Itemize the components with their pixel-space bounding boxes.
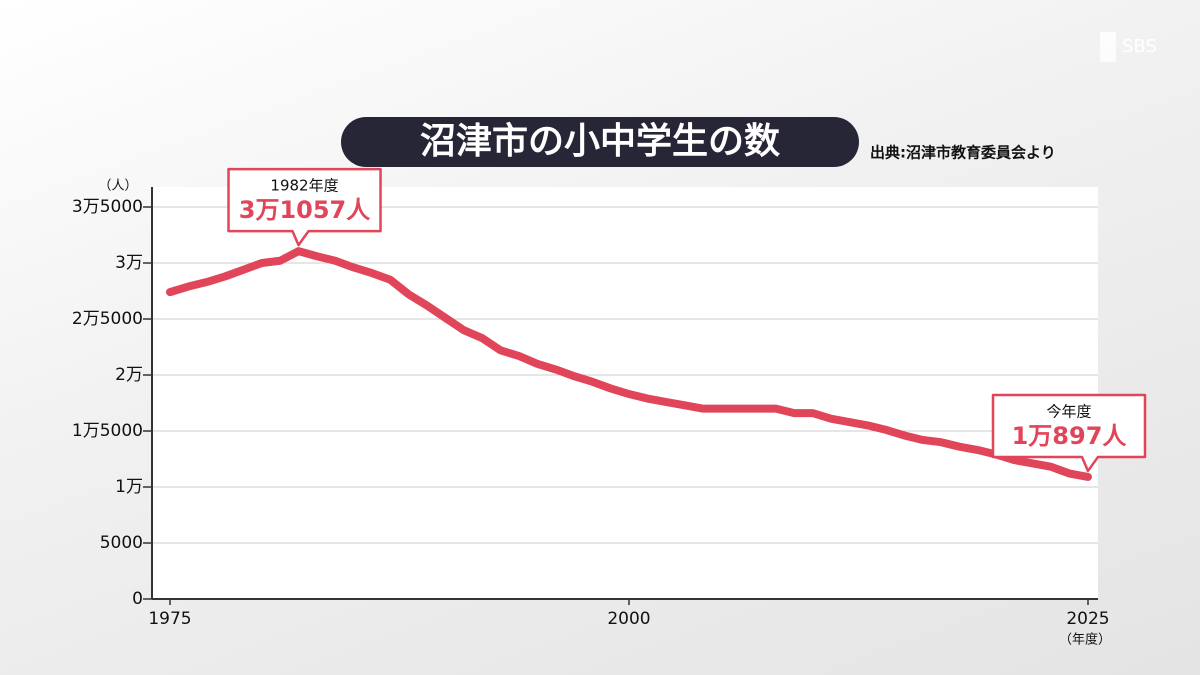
y-tick-label: 0 — [132, 589, 143, 609]
chart-title: 沼津市の小中学生の数 — [420, 120, 780, 162]
line — [166, 247, 1092, 481]
annotation-label: 1982年度 — [270, 177, 338, 195]
annotation-label: 今年度 — [1046, 402, 1091, 420]
y-tick-label: 2万 — [115, 365, 143, 385]
callout — [991, 393, 1147, 473]
x-tick-label: 2025 — [1066, 609, 1109, 629]
y-unit: （人） — [98, 179, 137, 194]
x-unit: （年度） — [1059, 632, 1111, 648]
y-tick-label: 3万5000 — [72, 197, 143, 217]
x-tick-label: 1975 — [148, 609, 191, 629]
y-tick-label: 3万 — [115, 253, 143, 273]
annotation-value: 1万897人 — [1012, 422, 1127, 450]
y-tick-label: 1万5000 — [72, 421, 143, 441]
annotation-value: 3万1057人 — [239, 196, 371, 224]
y-tick-label: 5000 — [100, 533, 143, 553]
y-tick-label: 2万5000 — [72, 309, 143, 329]
title-pill — [341, 117, 859, 167]
logo-mark — [1100, 32, 1116, 62]
y-tick-label: 1万 — [115, 477, 143, 497]
logo: SBS — [1122, 36, 1157, 57]
callout — [227, 167, 382, 247]
x-tick-label: 2000 — [607, 609, 650, 629]
source: 出典:沼津市教育委員会より — [870, 144, 1056, 162]
